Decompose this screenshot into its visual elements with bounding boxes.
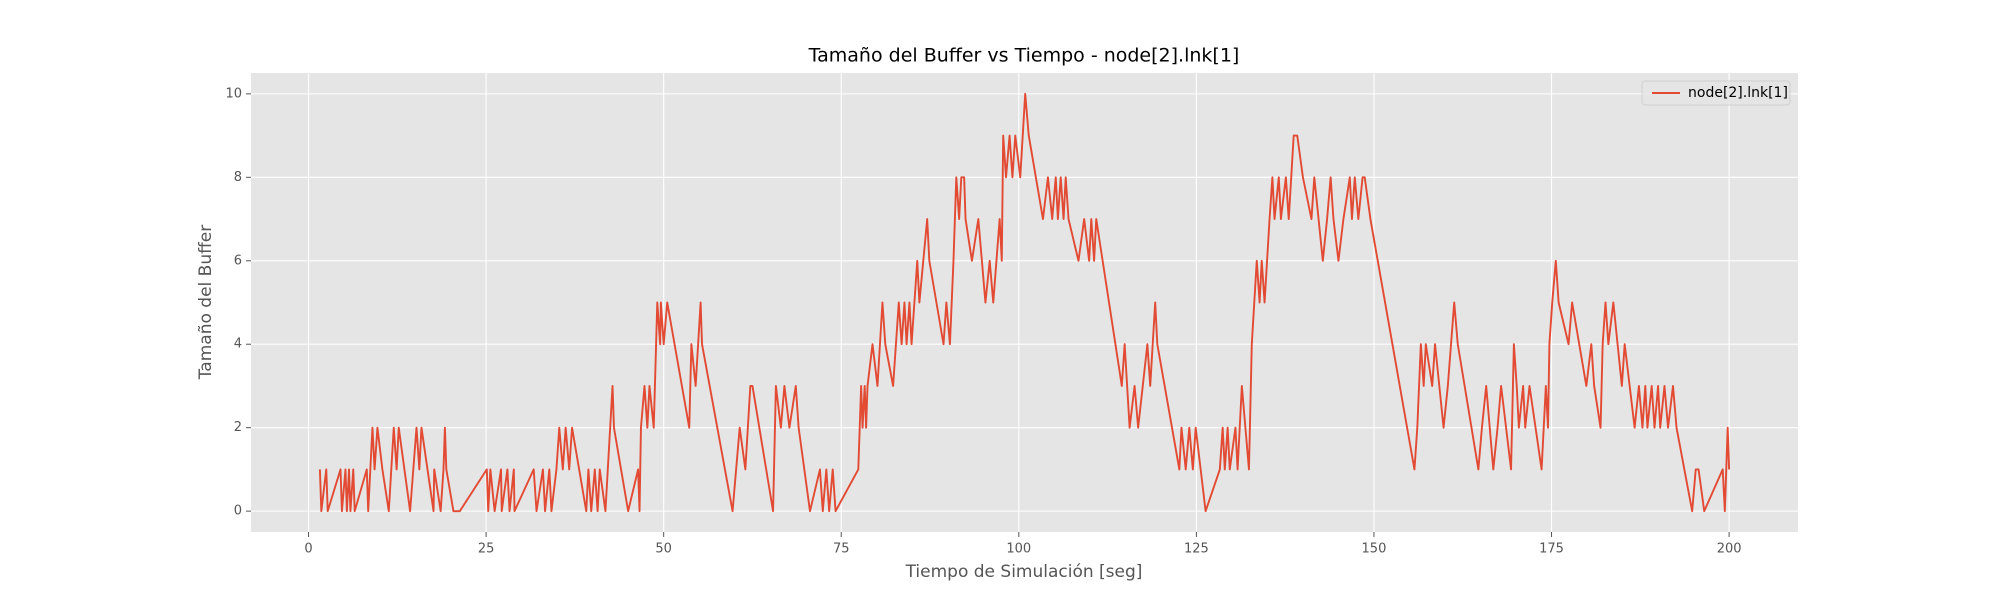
x-tick-label: 100 xyxy=(1006,542,1031,557)
x-axis-label: Tiempo de Simulación [seg] xyxy=(905,562,1143,582)
y-tick-label: 10 xyxy=(225,86,242,101)
legend: node[2].lnk[1] xyxy=(1641,80,1791,106)
line-series xyxy=(318,92,1731,513)
y-tick-label: 2 xyxy=(234,420,242,435)
x-tick-label: 25 xyxy=(478,542,495,557)
y-tick-label: 0 xyxy=(234,504,242,519)
y-tick-label: 8 xyxy=(234,170,242,185)
x-tick-label: 175 xyxy=(1539,542,1564,557)
plot-background xyxy=(251,73,1798,532)
y-axis-label: Tamaño del Buffer xyxy=(196,225,216,381)
ticks: 0 25 50 75 100 125 150 175 200 0 2 4 6 8 10 xyxy=(225,86,1741,556)
y-tick-label: 6 xyxy=(234,253,242,268)
x-tick-label: 200 xyxy=(1717,542,1742,557)
chart-title: Tamaño del Buffer vs Tiempo - node[2].ln… xyxy=(808,45,1240,67)
x-tick-label: 75 xyxy=(833,542,850,557)
x-tick-label: 0 xyxy=(304,542,312,557)
legend-label: node[2].lnk[1] xyxy=(1688,85,1788,101)
x-tick-label: 125 xyxy=(1184,542,1209,557)
legend-box xyxy=(1641,80,1791,106)
x-tick-label: 150 xyxy=(1362,542,1387,557)
y-tick-label: 4 xyxy=(234,337,242,352)
series xyxy=(318,92,1731,513)
x-tick-label: 50 xyxy=(655,542,672,557)
